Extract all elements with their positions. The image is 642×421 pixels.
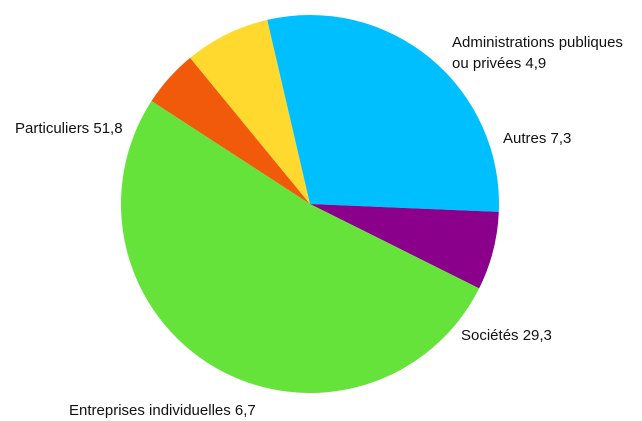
pie-slice-soci-t-s xyxy=(267,14,499,212)
pie-label-entreprises-individuelles: Entreprises individuelles 6,7 xyxy=(69,402,256,419)
pie-label-line: Sociétés 29,3 xyxy=(461,327,552,344)
pie-label-autres: Autres 7,3 xyxy=(503,130,571,147)
pie-label-line: Particuliers 51,8 xyxy=(15,120,123,137)
pie-slice-autres xyxy=(190,19,310,205)
pie-label-line: Entreprises individuelles 6,7 xyxy=(69,402,256,419)
pie-label-particuliers: Particuliers 51,8 xyxy=(15,120,123,137)
pie-label-line: Autres 7,3 xyxy=(503,130,571,147)
pie-labels: Administrations publiques ou privées 4,9A… xyxy=(15,34,623,419)
pie-slices xyxy=(120,14,499,394)
pie-slice-administrations-publiques-ou-priv-es xyxy=(151,57,310,205)
pie-slice-particuliers xyxy=(120,101,480,394)
pie-slice-entreprises-individuelles xyxy=(310,204,499,289)
pie-label-line: Administrations publiques xyxy=(452,34,623,51)
pie-label-line: ou privées 4,9 xyxy=(452,55,546,72)
pie-label-administrations-publiques-ou-priv-es: Administrations publiques ou privées 4,9 xyxy=(452,34,623,72)
pie-label-soci-t-s: Sociétés 29,3 xyxy=(461,327,552,344)
